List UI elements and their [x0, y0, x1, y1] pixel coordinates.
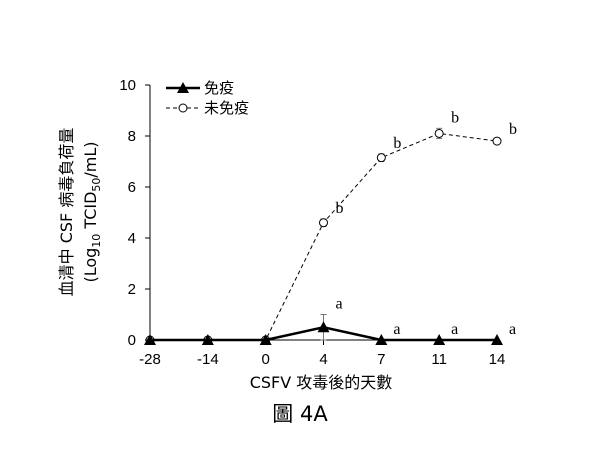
y-axis-title: 血清中 CSF 病毒負荷量 — [57, 128, 76, 297]
x-tick-label: 14 — [489, 351, 506, 368]
legend-label: 未免疫 — [204, 99, 249, 117]
significance-label: b — [393, 135, 401, 152]
x-tick-label: 11 — [431, 351, 447, 368]
legend-label: 免疫 — [204, 79, 234, 97]
x-tick-label: 0 — [261, 351, 269, 368]
data-point — [144, 334, 156, 345]
series-layer: b b b b a a a a — [144, 109, 517, 345]
data-point — [492, 136, 502, 146]
y-tick-label: 6 — [128, 179, 136, 196]
data-point — [491, 334, 503, 345]
data-point — [376, 153, 386, 163]
x-tick-label: -28 — [139, 351, 161, 368]
legend-marker — [177, 82, 189, 93]
data-point — [317, 321, 330, 333]
series-line — [150, 132, 498, 341]
significance-label: a — [393, 321, 400, 338]
data-point — [259, 334, 272, 345]
x-tick-label: 4 — [319, 351, 327, 368]
figure-caption: 圖 4A — [272, 402, 328, 426]
significance-label: a — [509, 321, 516, 338]
data-point — [433, 334, 446, 345]
significance-label: a — [336, 296, 343, 313]
x-tick-label: 7 — [377, 351, 385, 368]
x-axis-title: CSFV 攻毒後的天數 — [250, 373, 393, 392]
y-axis-title-units: (Log10 TCID50/mL) — [81, 141, 103, 282]
y-tick-label: 2 — [128, 281, 136, 298]
y-tick-label: 0 — [128, 332, 136, 349]
data-point — [434, 128, 444, 138]
series-1: b b b b — [145, 109, 517, 345]
axes: 0 2 4 6 8 10 -28 -14 0 4 7 11 14 — [119, 77, 505, 368]
y-tick-label: 8 — [128, 128, 136, 145]
data-point — [319, 218, 328, 228]
data-point — [375, 334, 388, 345]
legend-marker — [178, 103, 188, 113]
significance-label: b — [509, 121, 517, 138]
significance-label: a — [451, 321, 458, 338]
y-tick-label: 10 — [119, 77, 136, 94]
series-0: a a a a — [144, 296, 516, 345]
y-tick-label: 4 — [128, 230, 136, 247]
x-tick-label: -14 — [197, 351, 219, 368]
data-point — [201, 334, 214, 345]
significance-label: b — [336, 200, 344, 217]
significance-label: b — [451, 109, 459, 126]
